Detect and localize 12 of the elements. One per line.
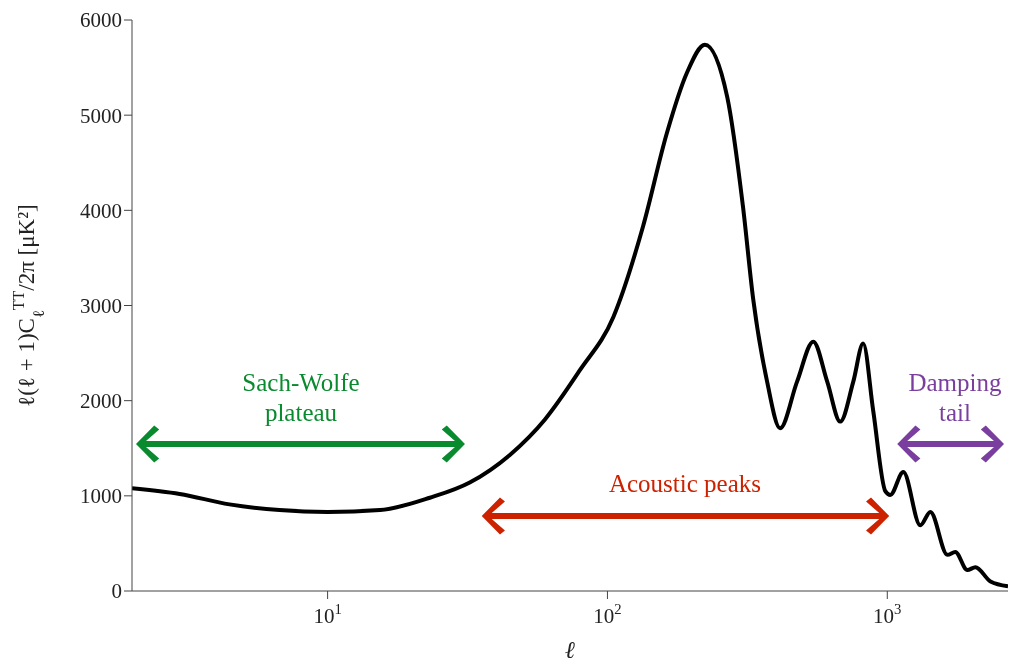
y-tick-label: 4000	[80, 198, 122, 223]
y-tick-label: 1000	[80, 484, 122, 509]
y-tick-label: 6000	[80, 8, 122, 33]
y-axis-title: ℓ(ℓ + 1)CℓTT/2π [μK²]	[9, 204, 48, 407]
y-tick-label: 2000	[80, 389, 122, 414]
y-tick-label: 5000	[80, 103, 122, 128]
annotation: Sach-Wolfe plateau	[242, 369, 360, 426]
x-axis-title: ℓ	[565, 637, 575, 663]
y-tick-label: 3000	[80, 293, 122, 318]
annotation: Damping tail	[908, 369, 1003, 426]
annotation: Acoustic peaks	[608, 470, 762, 497]
y-tick-label: 0	[111, 579, 122, 604]
